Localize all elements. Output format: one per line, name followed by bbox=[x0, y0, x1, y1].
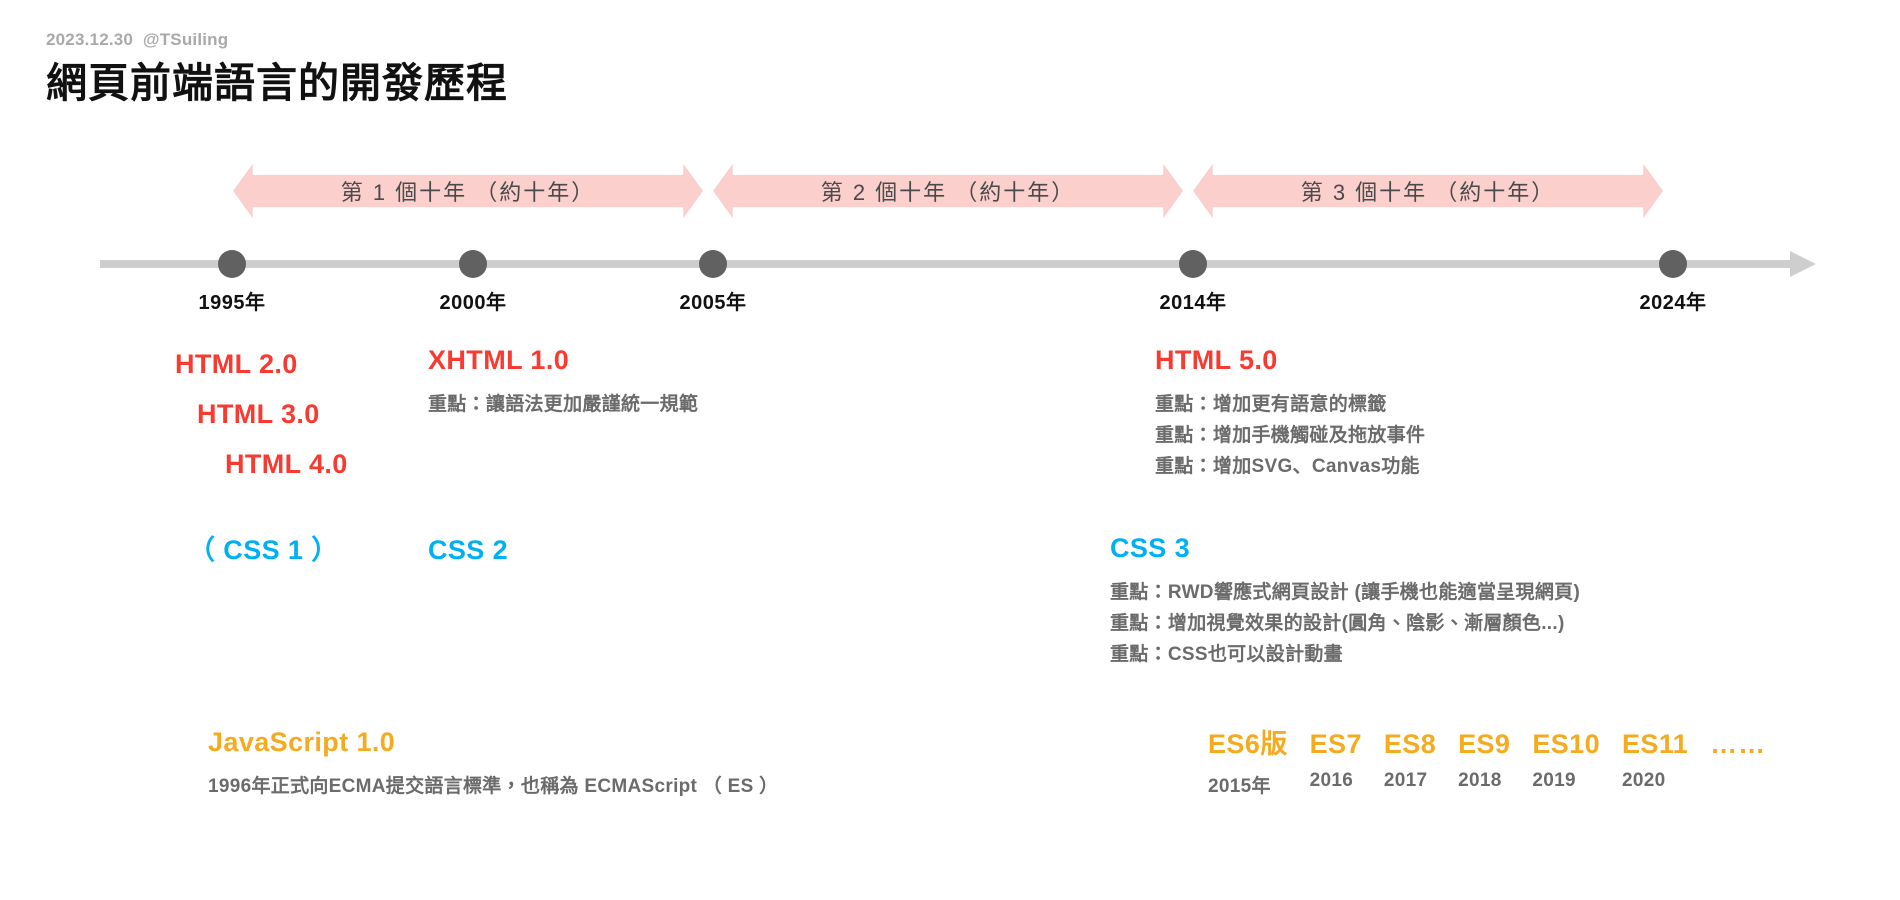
css3-note: 重點：增加視覺效果的設計(圓角、陰影、漸層顏色...) bbox=[1110, 612, 1565, 634]
xhtml-note: 重點：讓語法更加嚴謹統一規範 bbox=[428, 393, 699, 415]
axis-year-label: 2005年 bbox=[679, 292, 747, 314]
axis-dot bbox=[459, 250, 487, 278]
es-year: 2019 bbox=[1532, 770, 1576, 791]
decade-label-1: 第 1 個十年 （約十年） bbox=[340, 180, 596, 205]
css3-note: 重點：CSS也可以設計動畫 bbox=[1110, 644, 1343, 666]
javascript-block: JavaScript 1.0 1996年正式向ECMA提交語言標準，也稱為 EC… bbox=[208, 722, 778, 802]
page-header: 2023.12.30 @TSuiling 網頁前端語言的開發歷程 bbox=[46, 30, 508, 110]
html5-title: HTML 5.0 bbox=[1155, 345, 1278, 375]
css3-note: 重點：RWD響應式網頁設計 (讓手機也能適當呈現網頁) bbox=[1110, 581, 1581, 603]
es-name: ES8 bbox=[1383, 729, 1437, 759]
es-name: ES10 bbox=[1532, 729, 1600, 759]
axis-year-label: 2024年 bbox=[1639, 292, 1707, 314]
es-version-row: ES6版 2015年 ES7 2016 ES8 2017 ES9 2018 ES… bbox=[1208, 722, 1766, 798]
page-title: 網頁前端語言的開發歷程 bbox=[46, 60, 508, 107]
axis-dot bbox=[1179, 250, 1207, 278]
html-early-versions-block: HTML 2.0 HTML 3.0 HTML 4.0 bbox=[175, 340, 348, 490]
html5-note: 重點：增加SVG、Canvas功能 bbox=[1155, 456, 1420, 478]
decade-arrow-1: 第 1 個十年 （約十年） bbox=[233, 160, 703, 222]
css1-block: （ CSS 1 ） bbox=[188, 530, 339, 571]
es-year: 2020 bbox=[1622, 770, 1666, 791]
xhtml-title: XHTML 1.0 bbox=[428, 345, 570, 375]
es-name: ES7 bbox=[1309, 729, 1362, 759]
byline: 2023.12.30 @TSuiling bbox=[46, 30, 229, 49]
es-item: ES11 2020 bbox=[1622, 729, 1688, 792]
decade-label-2: 第 2 個十年 （約十年） bbox=[820, 180, 1076, 205]
es-ellipsis: …… bbox=[1710, 729, 1767, 759]
axis-arrow-icon bbox=[1790, 251, 1816, 277]
decade-label-3: 第 3 個十年 （約十年） bbox=[1300, 180, 1556, 205]
timeline-axis: 1995年 2000年 2005年 2014年 2024年 bbox=[0, 248, 1900, 314]
html-version-label: HTML 2.0 bbox=[175, 349, 298, 379]
es-item: ES6版 2015年 bbox=[1208, 722, 1288, 798]
decade-arrow-group: 第 1 個十年 （約十年） 第 2 個十年 （約十年） 第 3 個十年 （約十年… bbox=[0, 160, 1900, 222]
es-item: ES8 2017 bbox=[1384, 729, 1436, 792]
es-item: ES7 2016 bbox=[1310, 729, 1362, 792]
javascript-note: 1996年正式向ECMA提交語言標準，也稱為 ECMAScript （ ES ） bbox=[208, 775, 779, 797]
css2-title: CSS 2 bbox=[428, 535, 509, 565]
css3-block: CSS 3 重點：RWD響應式網頁設計 (讓手機也能適當呈現網頁) 重點：增加視… bbox=[1110, 528, 1580, 671]
xhtml-block: XHTML 1.0 重點：讓語法更加嚴謹統一規範 bbox=[428, 340, 698, 420]
axis-year-label: 2000年 bbox=[439, 292, 507, 314]
axis-year-label: 2014年 bbox=[1159, 292, 1227, 314]
css3-title: CSS 3 bbox=[1110, 533, 1191, 563]
es-series-block: ES6版 2015年 ES7 2016 ES8 2017 ES9 2018 ES… bbox=[1208, 722, 1766, 798]
html-version-label: HTML 3.0 bbox=[197, 398, 320, 429]
axis-year-label: 1995年 bbox=[198, 292, 266, 314]
es-name: ES11 bbox=[1622, 729, 1689, 759]
decade-arrow-3: 第 3 個十年 （約十年） bbox=[1193, 160, 1663, 222]
decade-arrow-2: 第 2 個十年 （約十年） bbox=[713, 160, 1183, 222]
es-year: 2015年 bbox=[1208, 776, 1271, 797]
css2-block: CSS 2 bbox=[428, 530, 508, 571]
html5-note: 重點：增加手機觸碰及拖放事件 bbox=[1155, 424, 1426, 446]
axis-dot bbox=[699, 250, 727, 278]
javascript-title: JavaScript 1.0 bbox=[208, 727, 396, 757]
es-name: ES9 bbox=[1458, 729, 1511, 759]
axis-dot bbox=[1659, 250, 1687, 278]
axis-dot bbox=[218, 250, 246, 278]
html5-block: HTML 5.0 重點：增加更有語意的標籤 重點：增加手機觸碰及拖放事件 重點：… bbox=[1155, 340, 1425, 483]
css1-title: （ CSS 1 ） bbox=[188, 535, 339, 565]
es-item: ES10 2019 bbox=[1532, 729, 1600, 792]
es-item: ES9 2018 bbox=[1458, 729, 1510, 792]
axis-line bbox=[100, 260, 1800, 268]
es-year: 2016 bbox=[1309, 770, 1354, 791]
es-year: 2018 bbox=[1458, 770, 1502, 791]
es-name: ES6版 bbox=[1208, 729, 1288, 759]
html-version-label: HTML 4.0 bbox=[225, 448, 348, 479]
html5-note: 重點：增加更有語意的標籤 bbox=[1155, 393, 1387, 415]
es-year: 2017 bbox=[1383, 770, 1428, 791]
